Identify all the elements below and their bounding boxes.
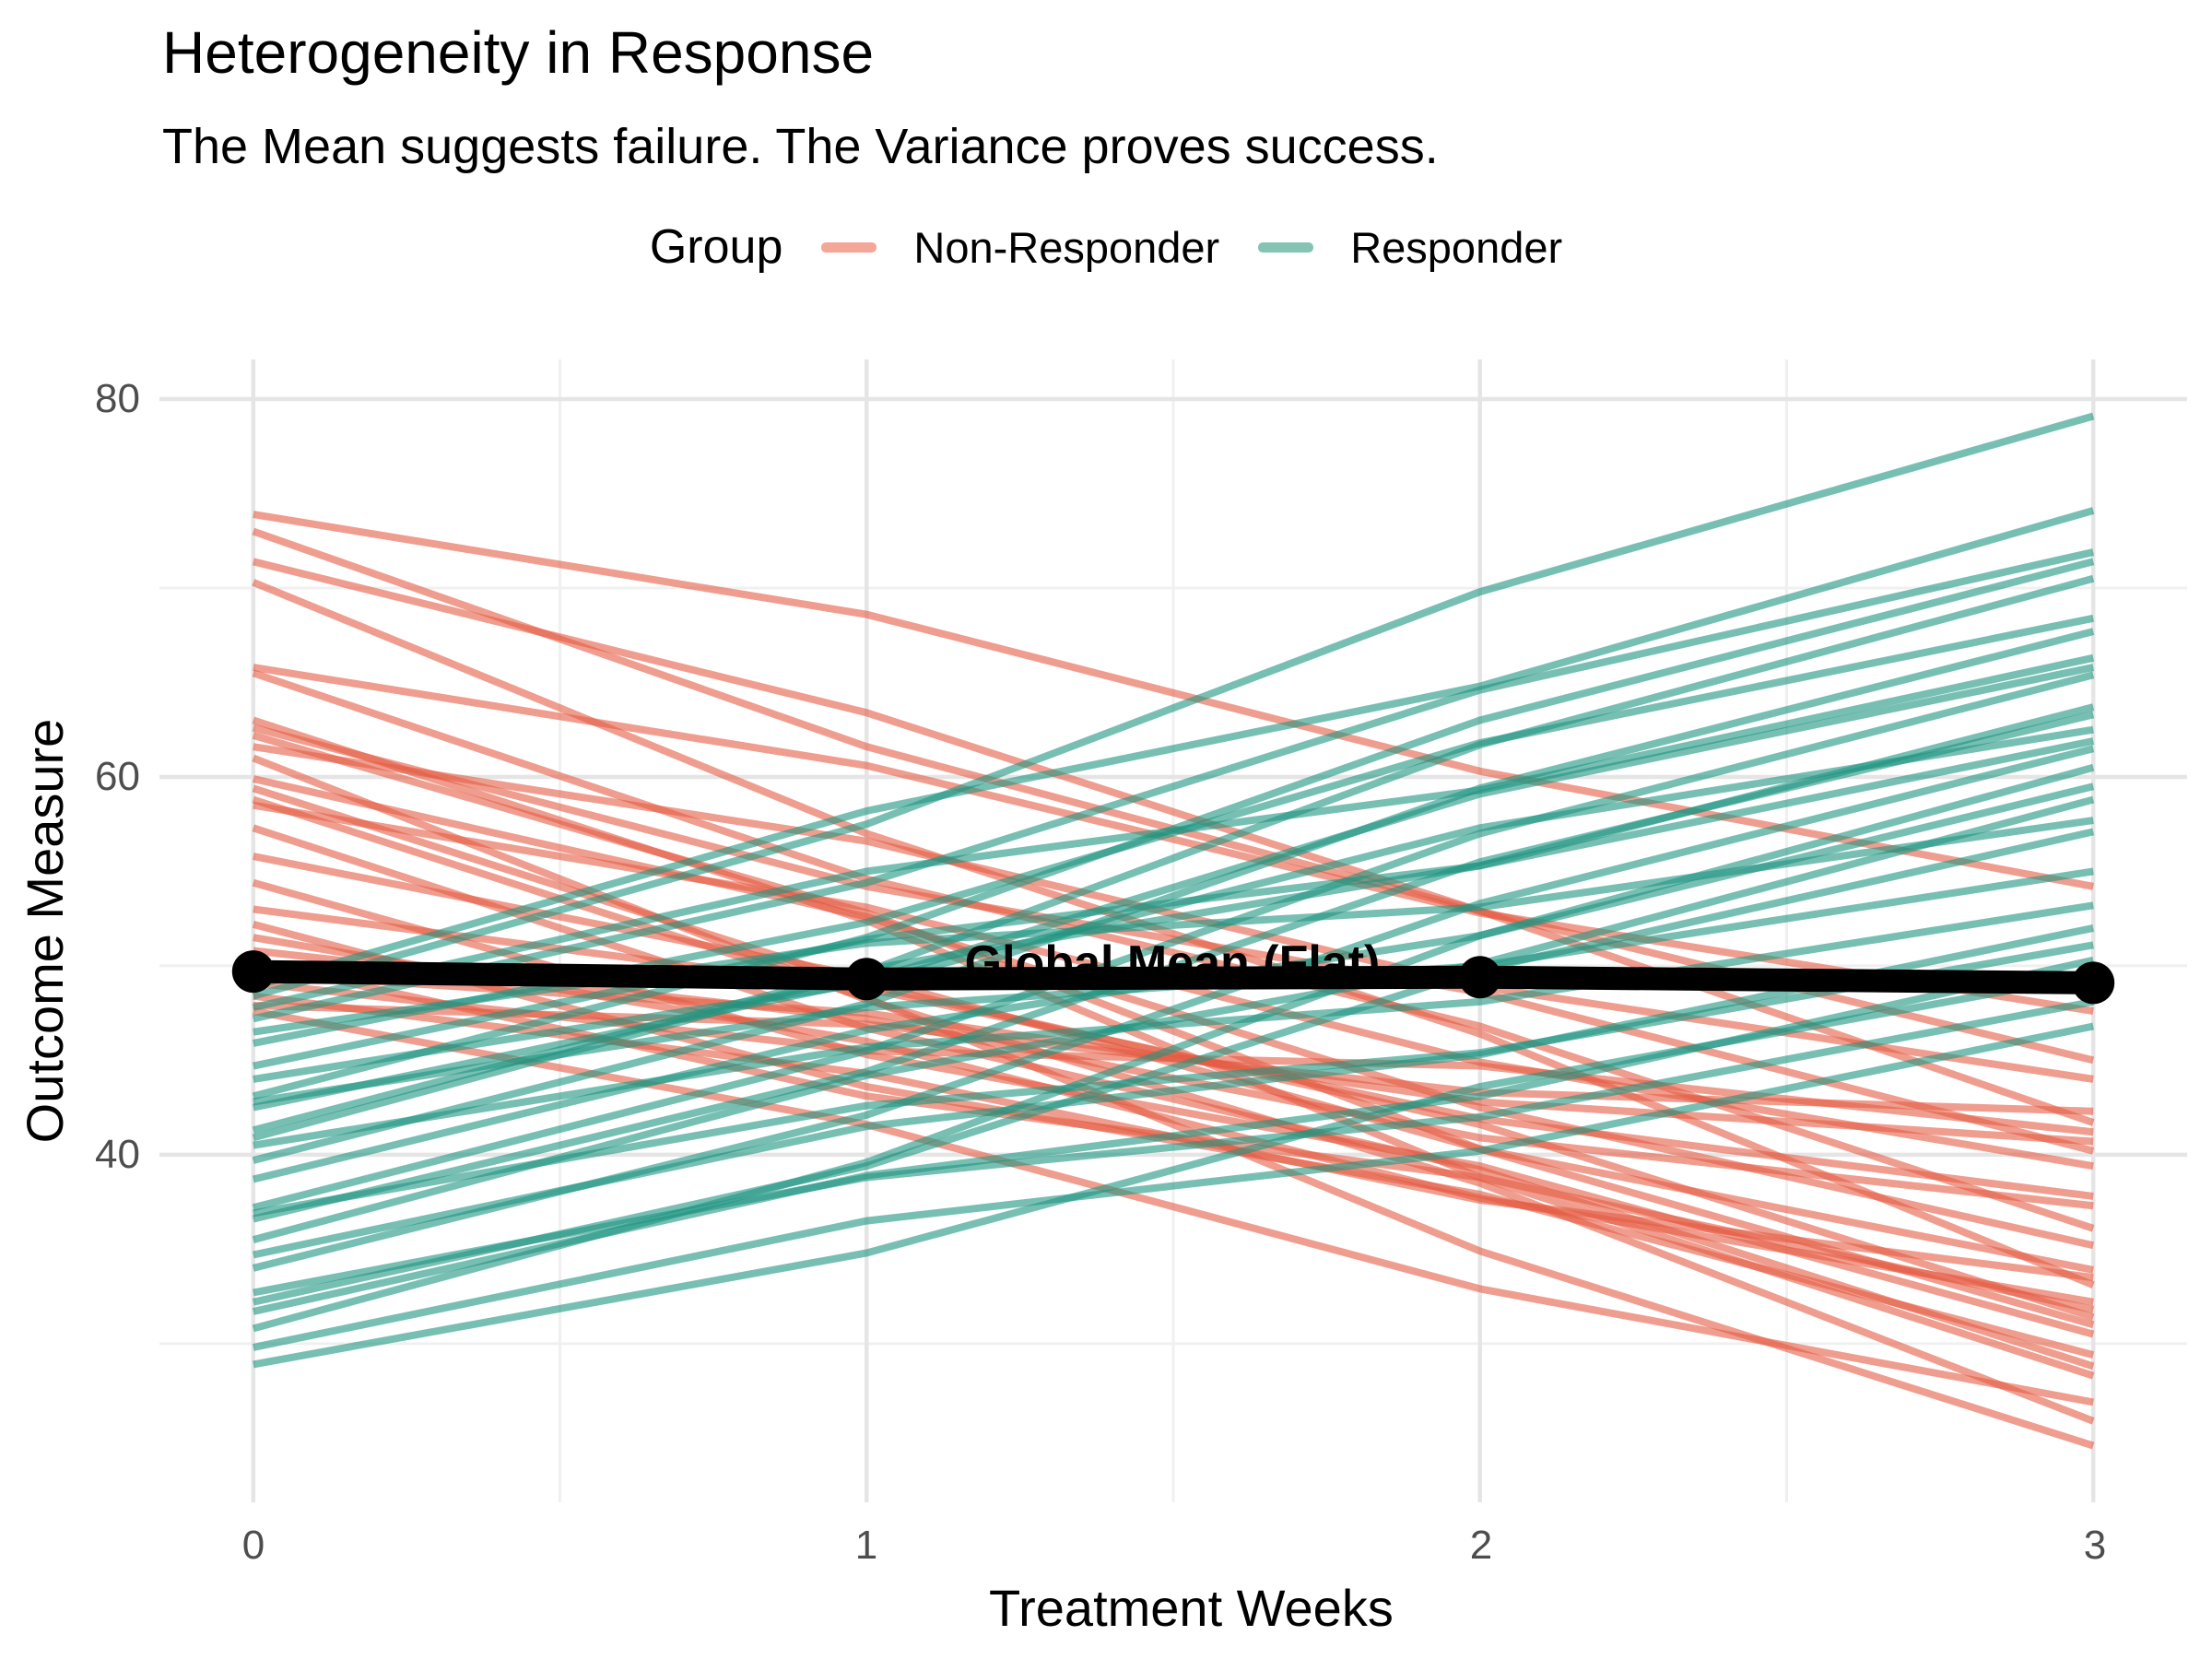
y-tick-80: 80 bbox=[95, 376, 140, 421]
x-tick-2: 2 bbox=[1469, 1523, 1493, 1568]
global-mean-point-week-1 bbox=[845, 958, 888, 1001]
legend-item-responder: Responder bbox=[1258, 222, 1562, 273]
legend-label-responder: Responder bbox=[1350, 222, 1563, 272]
x-tick-3: 3 bbox=[2083, 1523, 2107, 1568]
page-title: Heterogeneity in Response bbox=[162, 19, 875, 86]
legend-title: Group bbox=[649, 220, 783, 274]
x-tick-0: 0 bbox=[241, 1523, 265, 1568]
x-axis-title: Treatment Weeks bbox=[989, 1579, 1394, 1637]
legend-item-non-responder: Non-Responder bbox=[821, 222, 1219, 273]
legend: Group Non-Responder Responder bbox=[0, 219, 2212, 275]
y-tick-60: 60 bbox=[95, 754, 140, 799]
page-subtitle: The Mean suggests failure. The Variance … bbox=[162, 119, 1439, 174]
non-responder-key-icon bbox=[821, 241, 877, 253]
y-tick-40: 40 bbox=[95, 1132, 140, 1177]
x-tick-1: 1 bbox=[854, 1523, 878, 1568]
y-axis-title: Outcome Measure bbox=[16, 718, 74, 1144]
legend-label-non-responder: Non-Responder bbox=[913, 222, 1220, 272]
global-mean-point-week-3 bbox=[2072, 961, 2115, 1005]
global-mean-point-week-2 bbox=[1458, 956, 1501, 999]
global-mean-point-week-0 bbox=[231, 950, 275, 994]
global-mean-line bbox=[231, 950, 2115, 1005]
responder-key-icon bbox=[1258, 241, 1314, 253]
